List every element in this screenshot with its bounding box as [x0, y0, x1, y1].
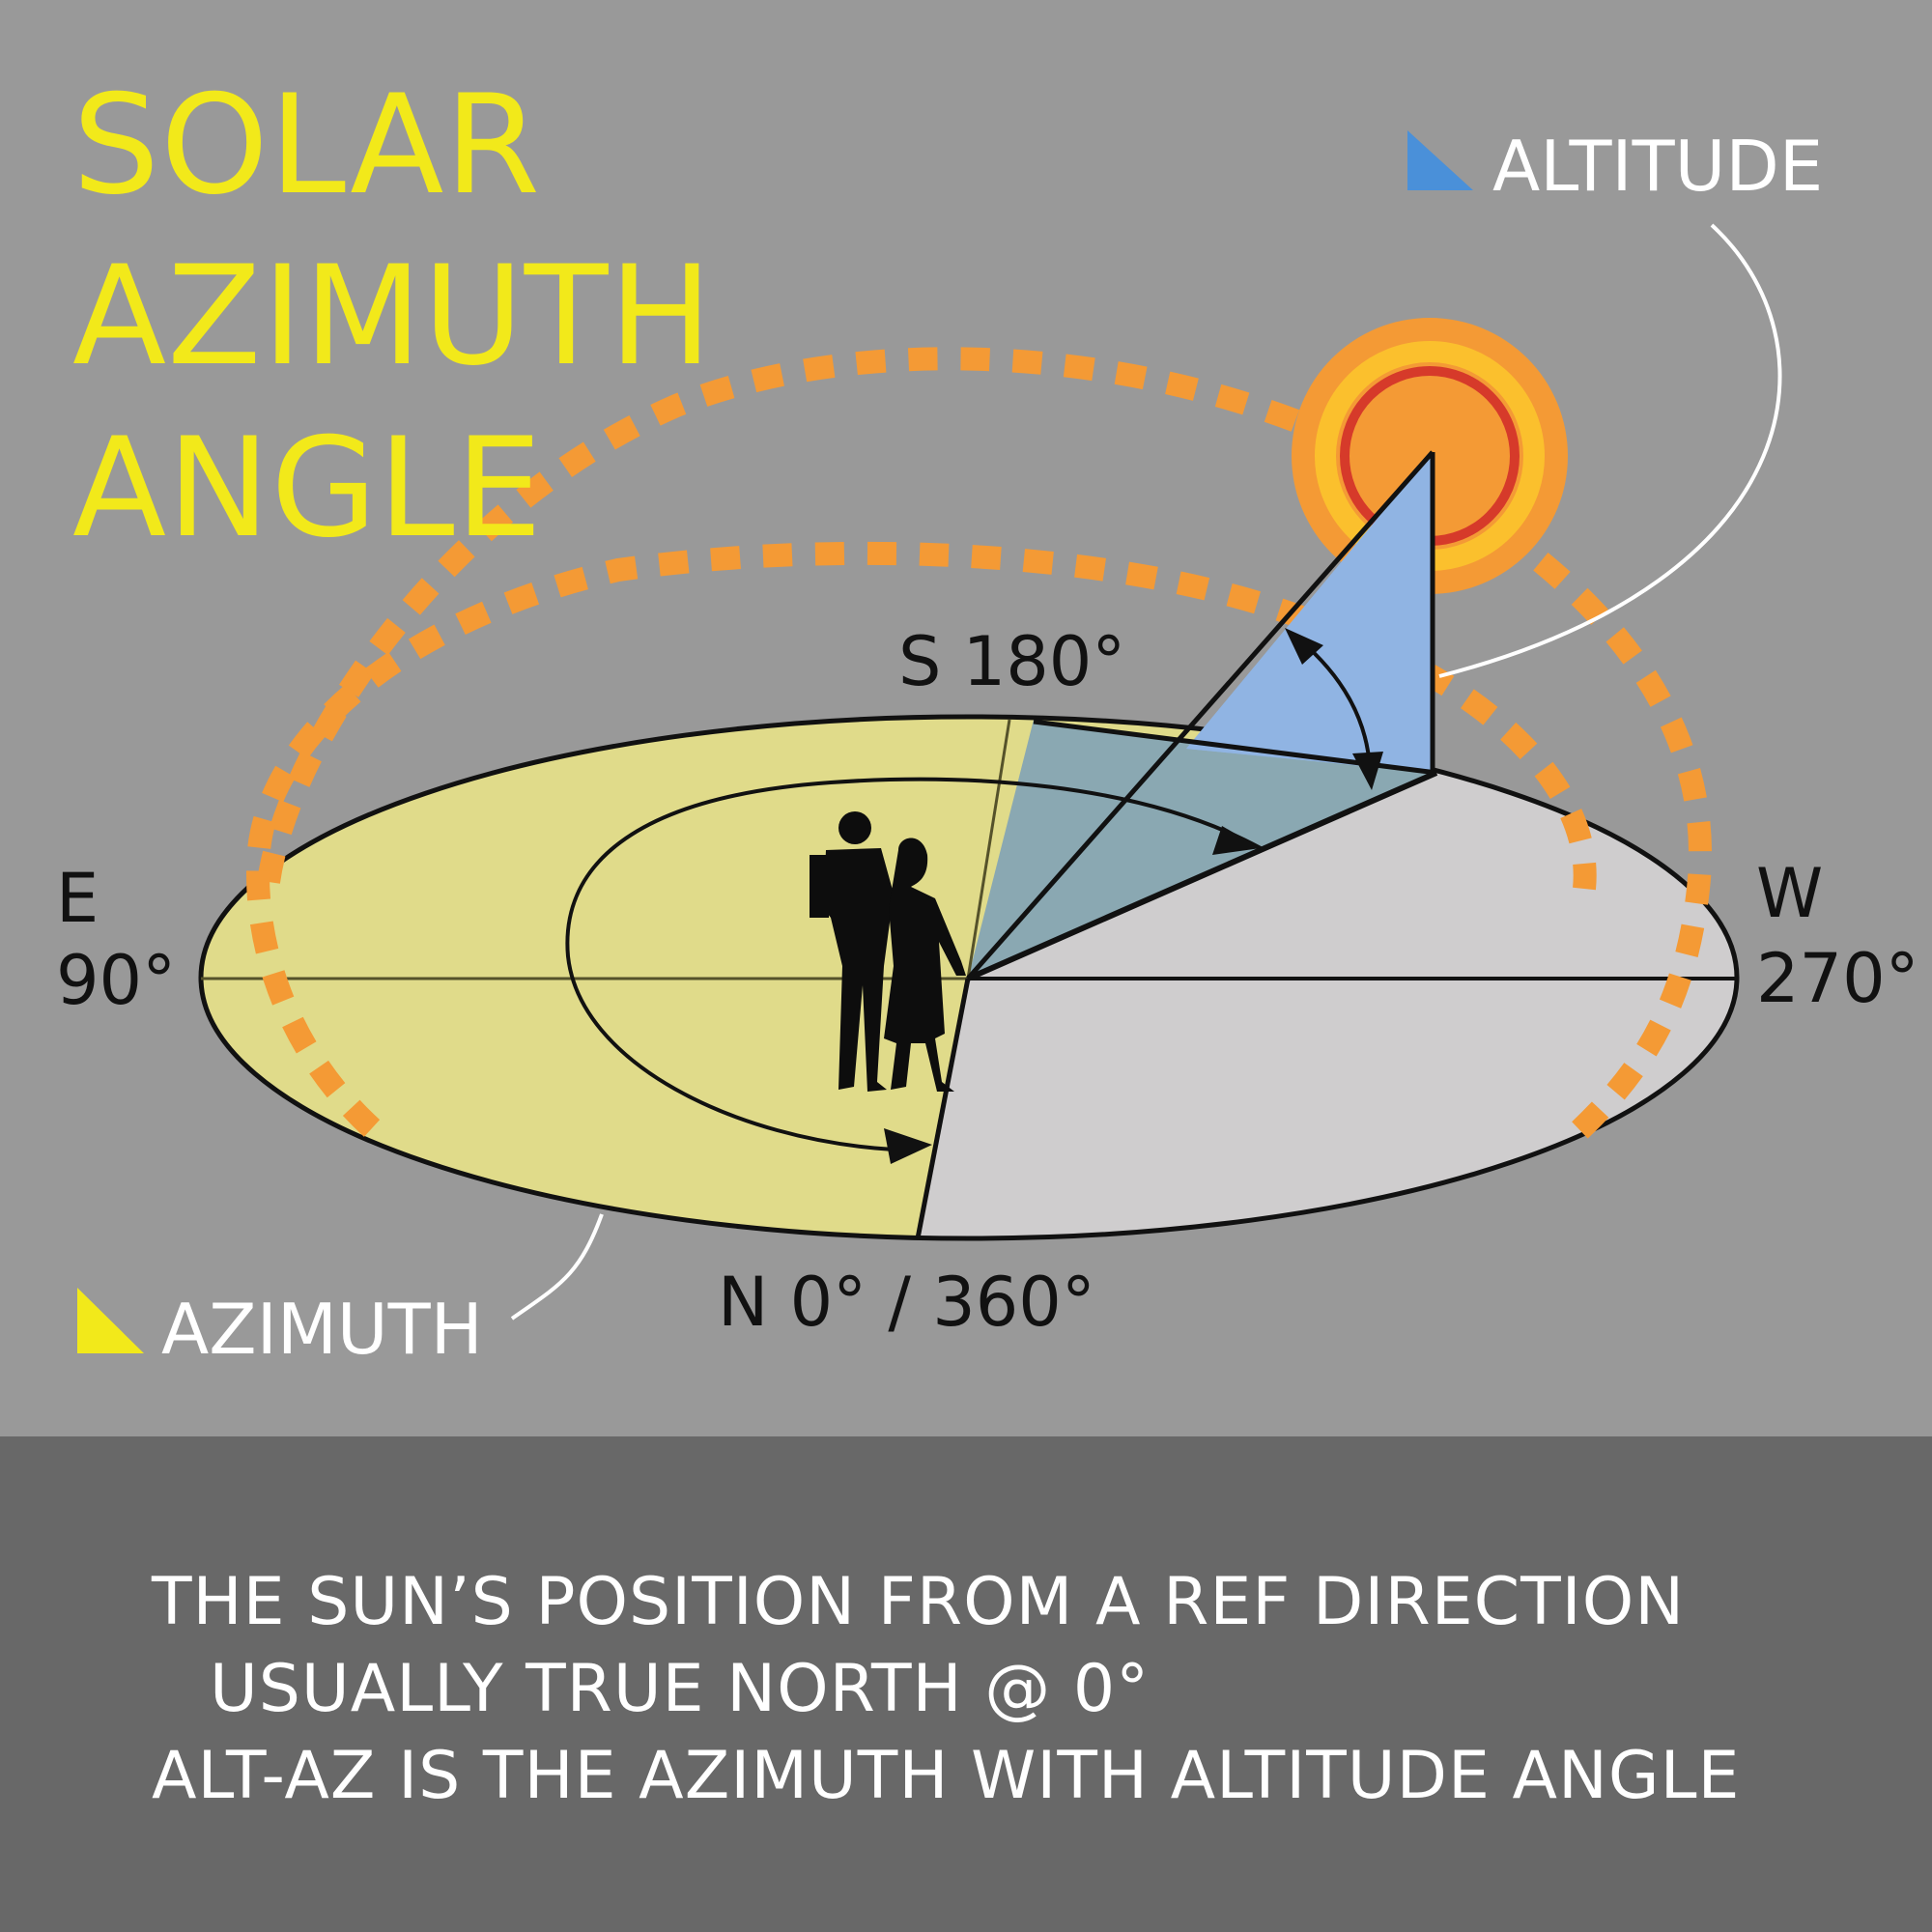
altitude-legend-label: ALTITUDE — [1492, 126, 1824, 207]
altitude-legend-icon — [1407, 130, 1473, 190]
compass-west-degrees: 270° — [1756, 939, 1919, 1018]
compass-south-label: S 180° — [898, 622, 1126, 701]
azimuth-arrowhead-mid — [1212, 826, 1261, 855]
azimuth-arrowhead-end — [884, 1128, 932, 1164]
altitude-leader — [1438, 223, 1782, 678]
north-south-axis — [966, 719, 1011, 980]
description-line-1: THE SUN’S POSITION FROM A REF DIRECTION — [152, 1564, 1686, 1640]
altitude-arrowhead-bottom — [1352, 752, 1383, 790]
compass-west-letter: W — [1756, 854, 1824, 933]
compass-north-label: N 0° / 360° — [718, 1263, 1095, 1342]
sun-path-outer — [257, 347, 1712, 1144]
altitude-arrowhead-top — [1285, 628, 1323, 665]
azimuth-line — [966, 770, 1438, 981]
people-silhouette-icon — [810, 811, 966, 1092]
compass-east-degrees: 90° — [56, 941, 177, 1020]
description-line-2: USUALLY TRUE NORTH @ 0° — [210, 1651, 1151, 1727]
page-title-line-2: AZIMUTH — [72, 237, 714, 396]
horizon-plane — [198, 714, 1740, 1241]
description-band — [0, 1436, 1932, 1932]
azimuth-arc — [565, 777, 1262, 1151]
west-half — [913, 734, 1737, 1238]
altitude-shadow — [968, 720, 1436, 979]
compass-east-letter: E — [56, 859, 99, 938]
azimuth-legend-icon — [77, 1288, 144, 1353]
description-line-3: ALT-AZ IS THE AZIMUTH WITH ALTITUDE ANGL… — [152, 1738, 1741, 1814]
page-title-line-3: ANGLE — [72, 409, 544, 568]
sun-path-inner — [246, 541, 1597, 1137]
page-title-line-1: SOLAR — [72, 66, 542, 225]
azimuth-leader — [510, 1213, 604, 1321]
azimuth-legend-label: AZIMUTH — [161, 1289, 483, 1370]
